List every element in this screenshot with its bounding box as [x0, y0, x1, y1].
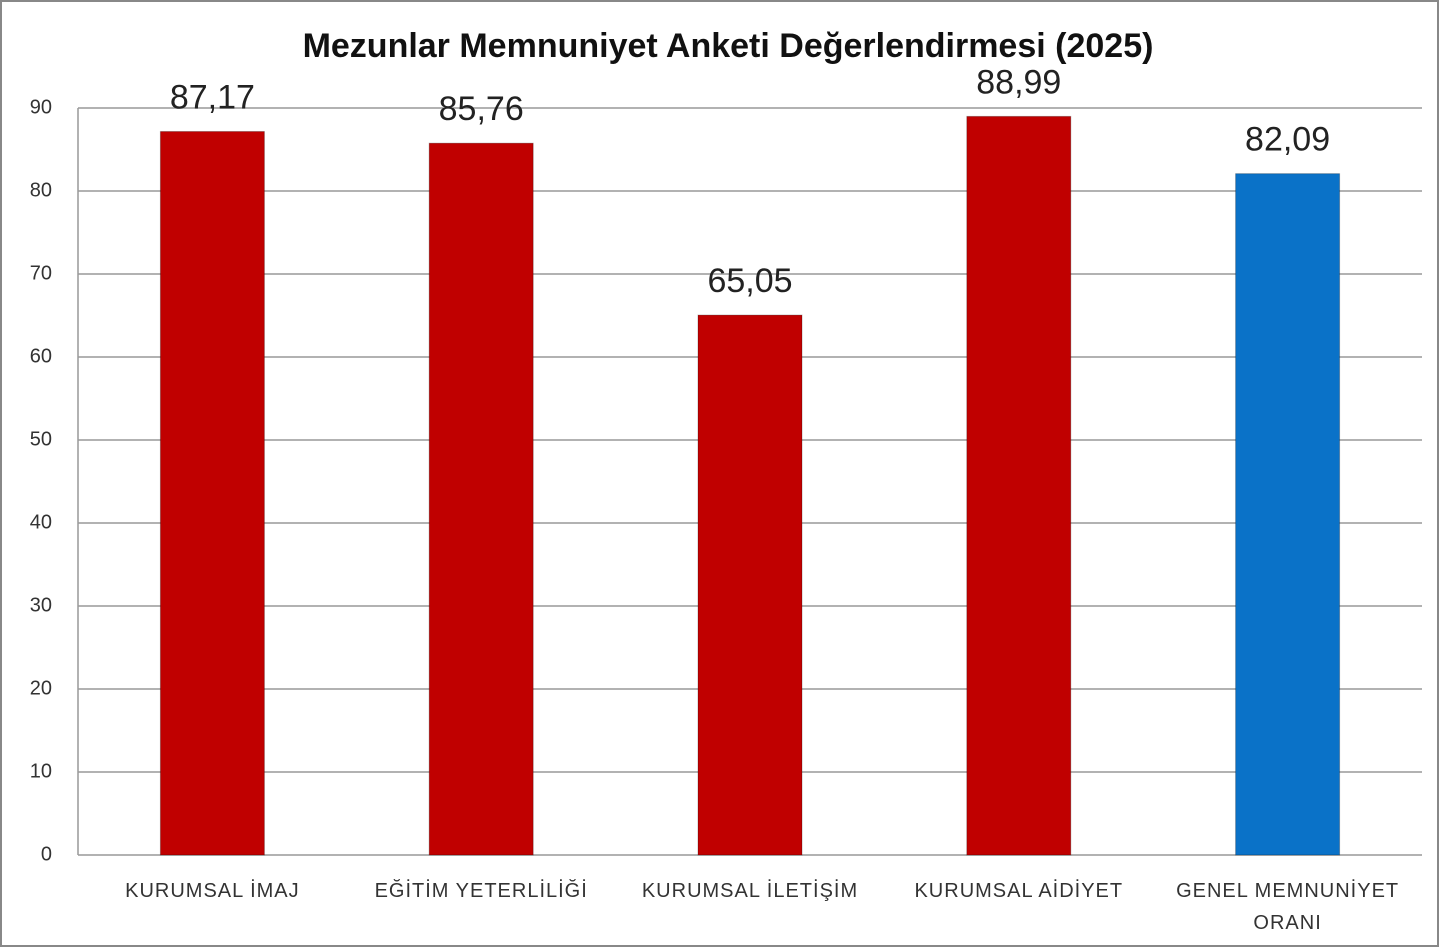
- bar: [428, 142, 534, 856]
- y-tick-label: 30: [30, 594, 52, 616]
- y-tick-label: 20: [30, 677, 52, 699]
- x-tick-label: KURUMSAL İLETİŞİM: [641, 880, 859, 902]
- bar: [1235, 173, 1341, 856]
- y-tick-label: 40: [30, 511, 52, 533]
- y-tick-label: 10: [30, 760, 52, 782]
- x-tick-label: KURUMSAL AİDİYET: [914, 880, 1124, 902]
- bar: [697, 314, 803, 856]
- bar: [159, 130, 265, 856]
- x-tick-label: GENEL MEMNUNİYET ORANI: [1176, 880, 1400, 934]
- y-tick-label: 70: [30, 262, 52, 284]
- bar: [966, 115, 1072, 856]
- y-tick-label: 50: [30, 428, 52, 450]
- value-label: 87,17: [170, 78, 255, 116]
- y-tick-label: 0: [41, 843, 52, 865]
- value-label: 65,05: [707, 262, 792, 300]
- y-tick-label: 80: [30, 179, 52, 201]
- y-tick-label: 90: [30, 96, 52, 118]
- value-label: 85,76: [439, 90, 524, 128]
- y-tick-label: 60: [30, 345, 52, 367]
- value-label: 82,09: [1245, 121, 1330, 159]
- value-label: 88,99: [976, 63, 1061, 101]
- x-tick-label: KURUMSAL İMAJ: [125, 880, 300, 902]
- x-tick-label: EĞİTİM YETERLİLİĞİ: [374, 880, 588, 902]
- chart-title: Mezunlar Memnuniyet Anketi Değerlendirme…: [303, 27, 1154, 65]
